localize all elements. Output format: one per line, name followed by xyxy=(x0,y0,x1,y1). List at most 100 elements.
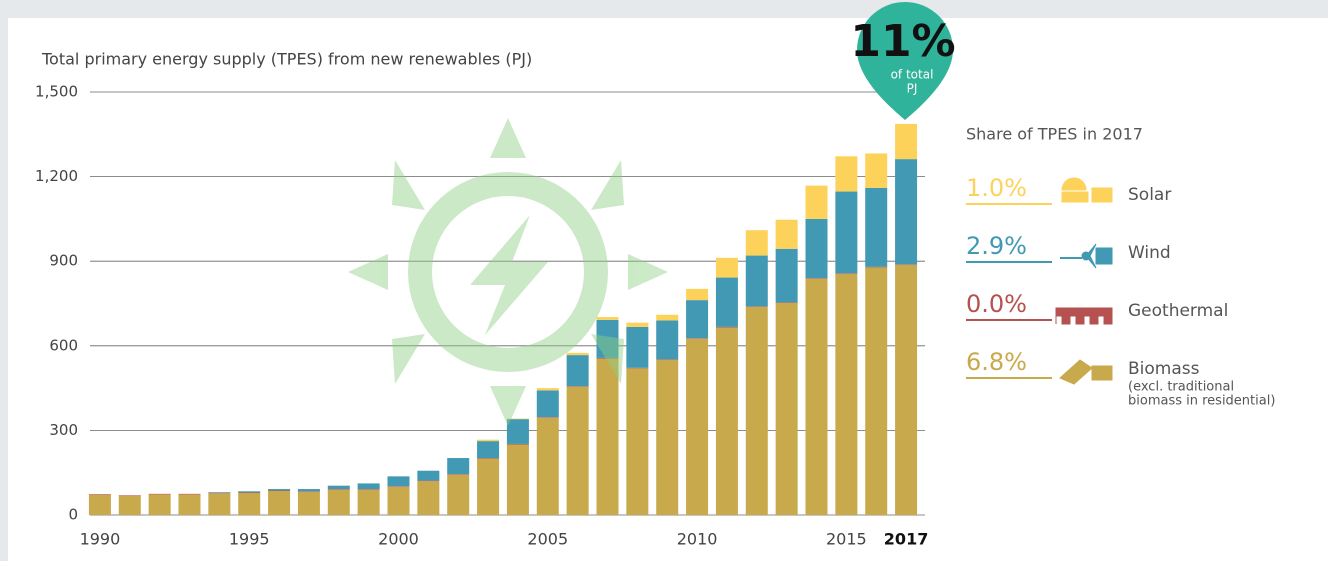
bar-segment xyxy=(686,300,708,338)
callout-text: PJ xyxy=(907,82,918,96)
bar-segment xyxy=(537,418,559,515)
bar-segment xyxy=(567,353,589,355)
bar-segment xyxy=(835,274,857,515)
bar-segment xyxy=(507,445,529,516)
legend-note: biomass in residential) xyxy=(1128,394,1275,409)
y-tick-label: 300 xyxy=(49,421,78,439)
bar-segment xyxy=(776,220,798,249)
bar-segment xyxy=(537,390,559,417)
bar-segment xyxy=(328,489,350,490)
legend-label: Biomass xyxy=(1128,359,1200,379)
bar-segment xyxy=(447,458,469,474)
bar-segment xyxy=(865,267,887,268)
bar-segment xyxy=(238,493,260,515)
bar-segment xyxy=(208,493,230,515)
bar-segment xyxy=(119,495,141,496)
bar-segment xyxy=(358,483,380,489)
bar-segment xyxy=(477,440,499,441)
bar-segment xyxy=(895,159,917,264)
bar-segment xyxy=(806,278,828,279)
bar-segment xyxy=(358,490,380,515)
bar-segment xyxy=(268,489,290,490)
bar-segment xyxy=(567,386,589,387)
bar-segment xyxy=(388,486,410,487)
bar-segment xyxy=(149,494,171,495)
bar-segment xyxy=(716,258,738,278)
bar-segment xyxy=(776,303,798,515)
bar-segment xyxy=(179,494,201,495)
y-tick-label: 1,500 xyxy=(35,83,78,101)
bar-segment xyxy=(119,496,141,515)
bar-segment xyxy=(597,358,619,515)
bar-segment xyxy=(537,417,559,418)
bar-segment xyxy=(865,267,887,515)
bar-segment xyxy=(716,278,738,327)
legend-label: Geothermal xyxy=(1128,301,1228,321)
bar-segment xyxy=(89,494,111,495)
bar-segment xyxy=(298,492,320,515)
bar-segment xyxy=(746,306,768,307)
bar-segment xyxy=(268,490,290,491)
y-tick-label: 0 xyxy=(68,506,78,524)
bar-segment xyxy=(626,368,648,515)
bar-segment xyxy=(716,327,738,515)
bar-segment xyxy=(208,492,230,493)
bar-segment xyxy=(507,444,529,445)
bar-segment xyxy=(656,320,678,359)
bar-segment xyxy=(208,493,230,494)
bar-segment xyxy=(746,307,768,515)
x-tick-label: 2000 xyxy=(378,530,419,549)
bar-segment xyxy=(238,491,260,492)
bar-segment xyxy=(686,339,708,515)
chart: Total primary energy supply (TPES) from … xyxy=(0,0,1328,561)
bar-segment xyxy=(895,264,917,265)
legend-share: 0.0% xyxy=(966,290,1027,318)
y-axis-title: Total primary energy supply (TPES) from … xyxy=(41,50,532,69)
bar-segment xyxy=(89,495,111,515)
bar-segment xyxy=(835,192,857,274)
legend-icon xyxy=(1056,308,1112,324)
bar-segment xyxy=(895,124,917,159)
bar-segment xyxy=(358,489,380,490)
bar-segment xyxy=(895,265,917,515)
bar-segment xyxy=(806,186,828,219)
x-tick-label: 1990 xyxy=(80,530,121,549)
y-tick-label: 900 xyxy=(49,252,78,270)
bar-segment xyxy=(686,289,708,300)
bar-segment xyxy=(149,494,171,515)
bar-segment xyxy=(656,360,678,515)
legend-title: Share of TPES in 2017 xyxy=(966,125,1143,144)
bar-segment xyxy=(776,249,798,303)
bar-segment xyxy=(776,302,798,303)
legend-share: 2.9% xyxy=(966,232,1027,260)
bar-segment xyxy=(597,317,619,320)
bar-segment xyxy=(806,219,828,278)
bar-segment xyxy=(417,481,439,515)
legend-label: Wind xyxy=(1128,243,1171,263)
legend-label: Solar xyxy=(1128,185,1171,205)
x-tick-label: 2015 xyxy=(826,530,867,549)
bar-segment xyxy=(656,359,678,360)
bar-segment xyxy=(328,490,350,515)
legend-note: (excl. traditional xyxy=(1128,380,1234,395)
bar-segment xyxy=(567,355,589,386)
bar-segment xyxy=(179,494,201,515)
bar-segment xyxy=(656,315,678,321)
bar-segment xyxy=(835,156,857,191)
x-tick-label: 2005 xyxy=(527,530,568,549)
bar-segment xyxy=(298,489,320,491)
bar-segment xyxy=(746,256,768,307)
callout-value: 11% xyxy=(850,16,955,67)
bar-segment xyxy=(865,188,887,267)
y-tick-label: 1,200 xyxy=(35,167,78,185)
y-tick-label: 600 xyxy=(49,336,78,354)
bar-segment xyxy=(447,474,469,475)
bar-segment xyxy=(835,273,857,274)
bar-segment xyxy=(388,476,410,486)
bar-segment xyxy=(865,153,887,187)
bar-segment xyxy=(477,458,499,459)
bar-segment xyxy=(388,487,410,515)
x-tick-label: 2010 xyxy=(677,530,718,549)
callout-text: of total xyxy=(891,68,934,82)
bar-segment xyxy=(746,230,768,255)
